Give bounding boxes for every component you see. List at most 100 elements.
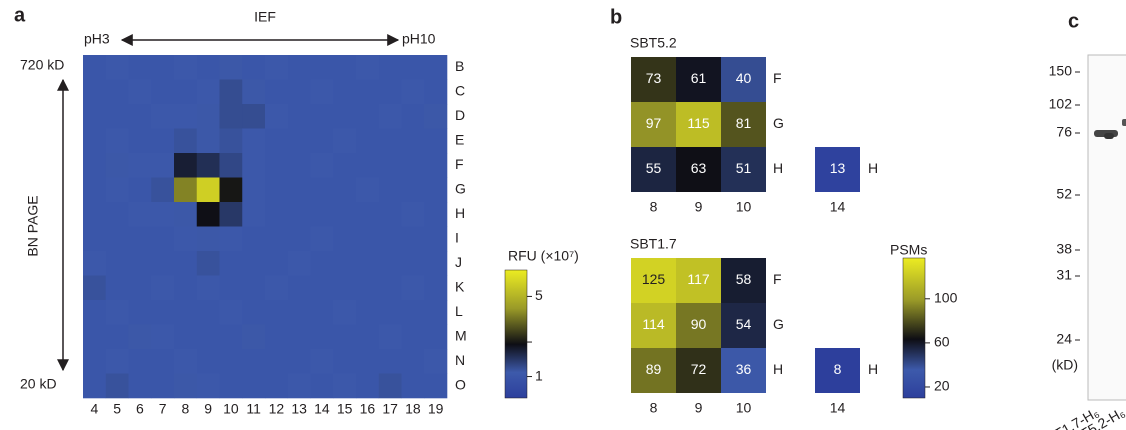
heatmap-cell xyxy=(151,202,174,227)
heatmap-cell xyxy=(265,104,288,129)
heatmap-cell xyxy=(151,178,174,203)
heatmap-cell xyxy=(265,153,288,178)
col-label: 9 xyxy=(695,400,703,416)
heatmap-cell xyxy=(83,202,106,227)
heatmap-cell xyxy=(265,325,288,350)
heatmap-cell xyxy=(424,276,447,301)
heatmap-cell xyxy=(129,104,152,129)
heatmap-cell xyxy=(106,153,129,178)
x-tick-label: 8 xyxy=(181,401,189,417)
heatmap-cell xyxy=(288,300,311,325)
cell-label: 114 xyxy=(642,316,665,332)
heatmap-cell xyxy=(288,104,311,129)
kd-label: 720 kD xyxy=(20,57,64,73)
heatmap-cell xyxy=(174,55,197,80)
heatmap-cell xyxy=(151,276,174,301)
x-tick-label: 14 xyxy=(314,401,330,417)
heatmap-cell xyxy=(83,129,106,154)
heatmap-cell xyxy=(424,55,447,80)
heatmap-cell xyxy=(379,104,402,129)
heatmap-cell xyxy=(242,276,265,301)
heatmap-cell xyxy=(83,374,106,399)
heatmap-cell xyxy=(311,251,334,276)
heatmap-cell xyxy=(424,251,447,276)
cell-label: 125 xyxy=(642,271,666,287)
kd-label: 20 kD xyxy=(20,376,57,392)
heatmap-cell xyxy=(379,129,402,154)
heatmap-cell xyxy=(151,349,174,374)
heatmap-cell xyxy=(265,80,288,105)
heatmap-cell xyxy=(311,129,334,154)
heatmap-cell xyxy=(402,251,425,276)
cell-label: 8 xyxy=(834,361,842,377)
heatmap-title: SBT5.2 xyxy=(630,35,677,51)
x-tick-label: 5 xyxy=(113,401,121,417)
heatmap-cell xyxy=(151,153,174,178)
heatmap-cell xyxy=(424,153,447,178)
heatmap-cell xyxy=(220,178,243,203)
heatmap-cell xyxy=(333,325,356,350)
heatmap-cell xyxy=(174,153,197,178)
x-tick-label: 17 xyxy=(382,401,398,417)
heatmap-cell xyxy=(174,325,197,350)
heatmap-cell xyxy=(129,227,152,252)
heatmap-cell xyxy=(424,129,447,154)
ph-label: pH10 xyxy=(402,31,436,47)
heatmap-cell xyxy=(288,153,311,178)
heatmap-cell xyxy=(197,55,220,80)
row-label: F xyxy=(773,271,782,287)
heatmap-cell xyxy=(265,178,288,203)
cell-label: 97 xyxy=(646,115,662,131)
panel-letter: b xyxy=(610,6,622,28)
heatmap-cell xyxy=(379,349,402,374)
heatmap-cell xyxy=(288,276,311,301)
ph-label: pH3 xyxy=(84,31,110,47)
gel xyxy=(1088,55,1126,400)
heatmap-cell xyxy=(402,300,425,325)
heatmap-cell xyxy=(402,227,425,252)
heatmap-cell xyxy=(402,276,425,301)
x-tick-label: 18 xyxy=(405,401,421,417)
col-label: 10 xyxy=(736,400,752,416)
heatmap-cell xyxy=(288,80,311,105)
heatmap-cell xyxy=(288,178,311,203)
heatmap-cell xyxy=(356,349,379,374)
marker-label: 76 xyxy=(1056,124,1072,140)
heatmap-cell xyxy=(424,178,447,203)
cell-label: 13 xyxy=(830,160,846,176)
heatmap-cell xyxy=(356,178,379,203)
heatmap-cell xyxy=(242,349,265,374)
heatmap-cell xyxy=(379,374,402,399)
marker-label: 38 xyxy=(1056,241,1072,257)
y-tick-label: I xyxy=(455,229,459,245)
heatmap-title: SBT1.7 xyxy=(630,236,677,252)
heatmap-cell xyxy=(174,80,197,105)
heatmap-cell xyxy=(424,80,447,105)
heatmap-cell xyxy=(242,80,265,105)
heatmap-cell xyxy=(333,153,356,178)
col-label: 14 xyxy=(830,400,846,416)
marker-label: 31 xyxy=(1056,267,1072,283)
y-tick-label: G xyxy=(455,180,466,196)
colorbar xyxy=(505,270,527,398)
heatmap-cell xyxy=(356,129,379,154)
col-label: 9 xyxy=(695,199,703,215)
heatmap-cell xyxy=(402,153,425,178)
cell-label: 72 xyxy=(691,361,707,377)
heatmap-cell xyxy=(311,80,334,105)
heatmap-cell xyxy=(197,276,220,301)
heatmap-cell xyxy=(288,325,311,350)
heatmap-cell xyxy=(151,129,174,154)
panel-letter: a xyxy=(14,4,26,26)
heatmap-cell xyxy=(83,227,106,252)
heatmap-cell xyxy=(197,80,220,105)
heatmap-cell xyxy=(151,325,174,350)
heatmap-cell xyxy=(106,178,129,203)
heatmap-cell xyxy=(333,349,356,374)
heatmap-cell xyxy=(356,227,379,252)
panel-letter: c xyxy=(1068,10,1079,32)
heatmap-cell xyxy=(265,374,288,399)
y-tick-label: M xyxy=(455,327,467,343)
heatmap-cell xyxy=(311,374,334,399)
heatmap-cell xyxy=(288,251,311,276)
